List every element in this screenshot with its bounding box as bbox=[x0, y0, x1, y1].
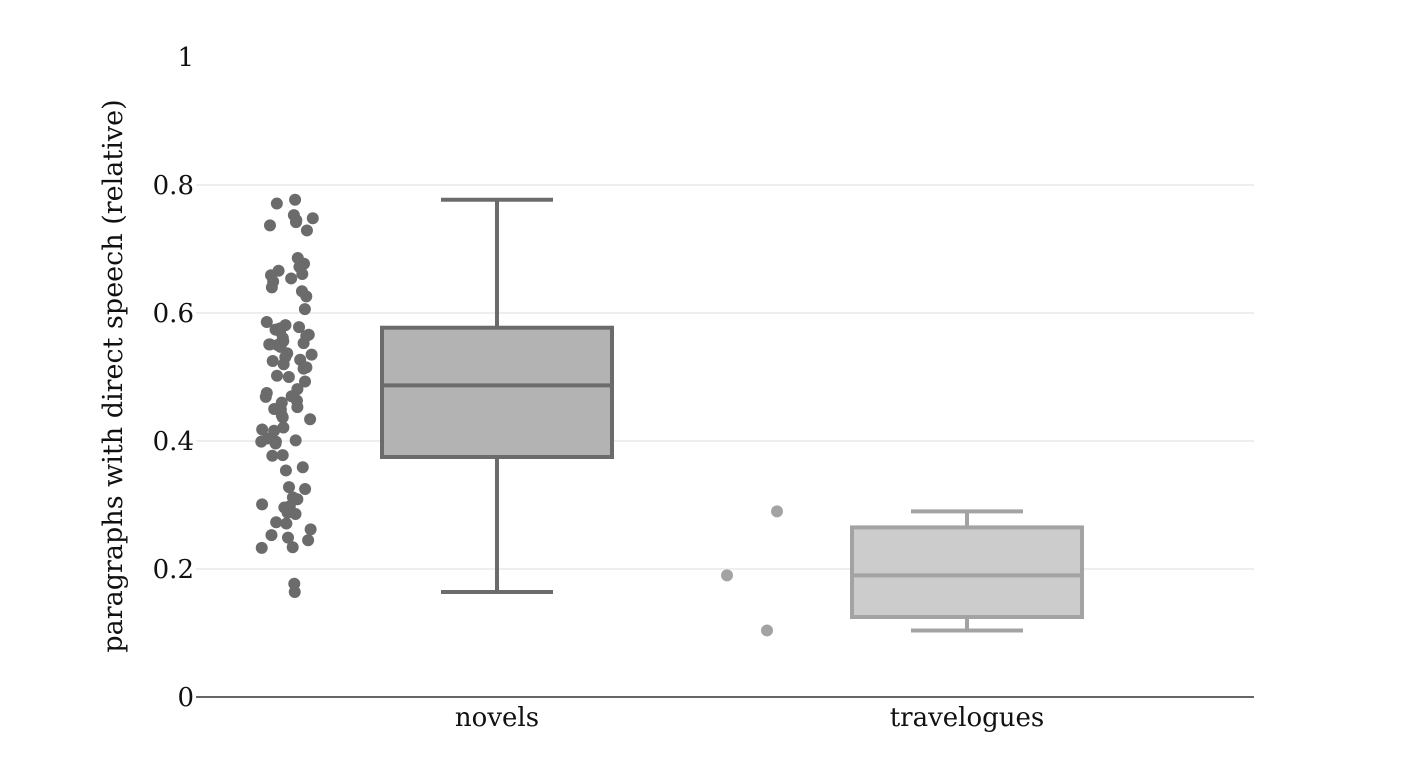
data-point bbox=[297, 337, 310, 350]
data-point bbox=[259, 390, 272, 403]
data-point bbox=[282, 481, 295, 494]
box-iqr bbox=[850, 525, 1084, 620]
data-point bbox=[306, 212, 319, 225]
data-point bbox=[276, 449, 289, 462]
y-tick-label: 0 bbox=[177, 683, 194, 713]
data-point bbox=[286, 541, 299, 554]
data-point bbox=[289, 507, 302, 520]
data-point bbox=[304, 523, 317, 536]
data-point bbox=[280, 517, 293, 530]
data-point bbox=[299, 375, 312, 388]
data-point bbox=[276, 411, 289, 424]
data-point bbox=[291, 493, 304, 506]
data-point bbox=[296, 267, 309, 280]
data-point bbox=[300, 224, 313, 237]
data-point bbox=[288, 586, 301, 599]
data-point bbox=[300, 290, 313, 303]
data-point bbox=[761, 624, 773, 637]
data-point bbox=[290, 216, 303, 229]
y-tick-label: 0.2 bbox=[153, 555, 194, 585]
y-tick-label: 0.8 bbox=[153, 171, 194, 201]
y-axis-title: paragraphs with direct speech (relative) bbox=[98, 99, 129, 652]
data-point bbox=[299, 483, 312, 495]
data-point bbox=[302, 534, 315, 547]
data-point bbox=[269, 437, 282, 450]
data-point bbox=[305, 348, 318, 361]
data-point bbox=[282, 371, 295, 383]
data-point bbox=[266, 355, 279, 367]
data-point bbox=[297, 362, 310, 375]
data-point bbox=[260, 315, 273, 328]
box-iqr bbox=[380, 325, 614, 459]
data-point bbox=[293, 321, 306, 334]
data-point bbox=[255, 541, 268, 554]
data-point bbox=[279, 464, 292, 477]
data-point bbox=[298, 303, 311, 316]
data-point bbox=[277, 421, 290, 434]
data-point bbox=[285, 272, 298, 285]
chart-marks bbox=[255, 193, 1084, 637]
data-point bbox=[289, 434, 302, 447]
x-category-label: novels bbox=[455, 703, 539, 733]
data-point bbox=[256, 498, 269, 511]
data-point bbox=[277, 358, 290, 371]
data-point bbox=[721, 569, 733, 582]
data-point bbox=[265, 281, 278, 294]
y-tick-label: 1 bbox=[177, 43, 194, 73]
data-point bbox=[263, 219, 276, 232]
gridlines bbox=[196, 184, 1254, 698]
data-point bbox=[255, 435, 268, 448]
data-point bbox=[266, 449, 279, 462]
data-point bbox=[771, 505, 783, 518]
y-tick-label: 0.4 bbox=[153, 427, 194, 457]
y-tick-label: 0.6 bbox=[153, 299, 194, 329]
data-point bbox=[271, 369, 284, 382]
data-point bbox=[296, 461, 309, 474]
data-point bbox=[304, 413, 317, 426]
data-point bbox=[270, 516, 283, 529]
data-point bbox=[289, 193, 302, 206]
data-point bbox=[281, 531, 294, 544]
data-point bbox=[291, 401, 304, 414]
y-axis-tick-labels: 0 0.2 0.4 0.6 0.8 1 bbox=[153, 43, 194, 713]
x-category-label: travelogues bbox=[890, 703, 1045, 733]
x-axis-category-labels: novels travelogues bbox=[455, 703, 1044, 733]
data-point bbox=[270, 197, 283, 210]
data-point bbox=[265, 529, 278, 542]
data-point bbox=[256, 423, 269, 436]
